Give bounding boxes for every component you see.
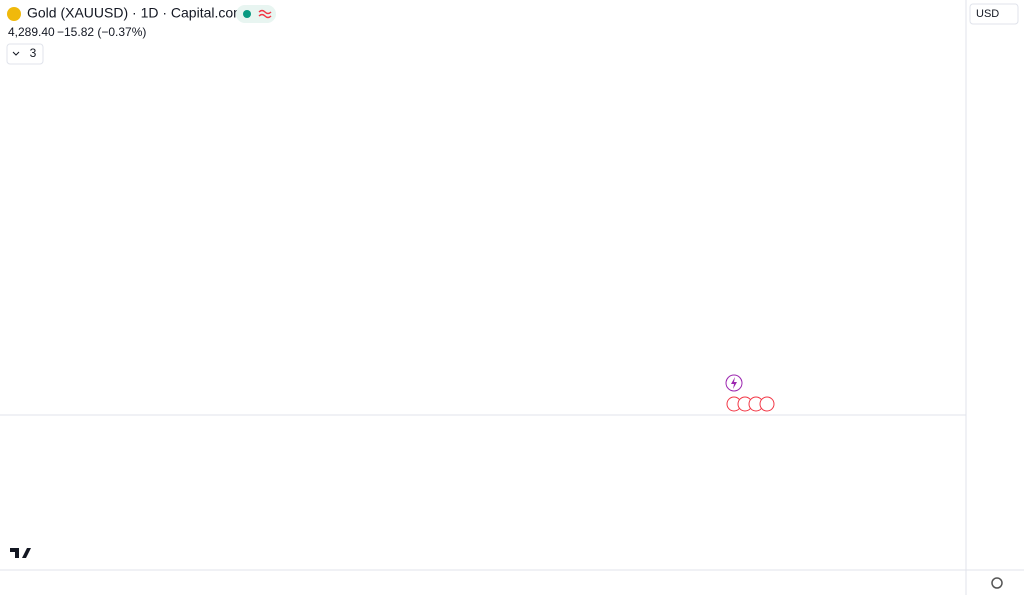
status-pill[interactable] <box>236 5 276 23</box>
chevron <box>12 51 20 56</box>
symbol-title[interactable]: Gold (XAUUSD) · 1D · Capital.com <box>27 5 245 21</box>
price-change: −15.82 (−0.37%) <box>57 25 146 39</box>
lightning <box>731 377 737 389</box>
logo[interactable] <box>10 548 31 558</box>
indicators-count: 3 <box>30 46 37 60</box>
market-open-dot <box>243 10 251 18</box>
us-flag-icon[interactable] <box>759 396 775 412</box>
currency: USD <box>976 8 999 20</box>
indicators-toggle[interactable] <box>6 43 44 65</box>
last-price: 4,289.40 <box>8 25 55 39</box>
economic-events <box>726 396 775 412</box>
settings-icon[interactable] <box>991 577 1003 589</box>
delay-icon <box>258 9 272 19</box>
symbol-icon <box>7 7 21 21</box>
currency-button[interactable] <box>969 3 1019 25</box>
